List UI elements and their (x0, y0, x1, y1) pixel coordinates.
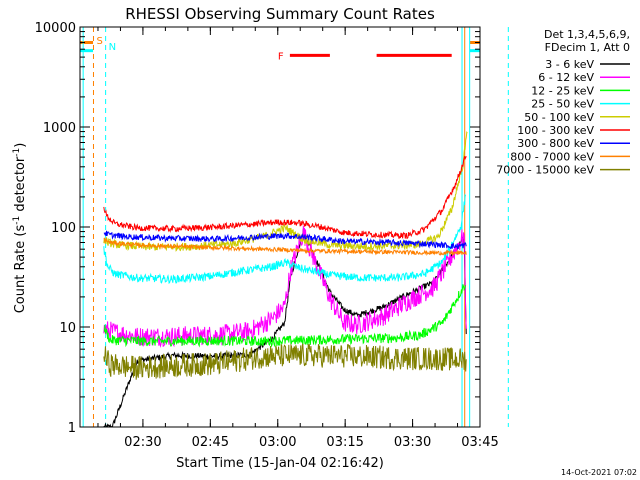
series-line-1 (103, 225, 467, 348)
series-line-2 (103, 284, 467, 348)
series-line-5 (103, 156, 467, 240)
series-line-3 (103, 193, 467, 285)
y-tick-label-3: 1000 (43, 121, 76, 136)
series-line-0 (103, 228, 467, 427)
legend-label-7: 800 - 7000 keV (510, 150, 594, 163)
legend-label-3: 25 - 50 keV (531, 98, 594, 111)
x-axis-label: Start Time (15-Jan-04 02:16:42) (176, 456, 384, 471)
y-axis-label-sup1: -1 (12, 216, 22, 225)
chart-title: RHESSI Observing Summary Count Rates (125, 5, 435, 23)
legend-label-2: 12 - 25 keV (531, 84, 594, 97)
mode-annotation-s: S (96, 36, 102, 47)
y-axis: 1 10 100 1000 10000 (35, 21, 480, 436)
y-axis-label-sup2: -1 (12, 148, 22, 157)
legend-header-1: Det 1,3,4,5,6,9, (544, 28, 630, 41)
y-axis-label-main: Count Rate (s (13, 225, 28, 314)
y-tick-label-1: 10 (59, 321, 76, 336)
footer-timestamp: 14-Oct-2021 07:02 (561, 468, 637, 477)
x-tick-label-1: 02:45 (192, 435, 229, 450)
legend-label-1: 6 - 12 keV (538, 71, 594, 84)
y-tick-label-2: 100 (51, 221, 76, 236)
y-tick-label-0: 1 (68, 421, 76, 436)
x-tick-label-0: 02:30 (124, 435, 161, 450)
series-line-8 (103, 343, 467, 380)
series-line-7 (103, 236, 467, 257)
x-tick-label-3: 03:15 (326, 435, 363, 450)
series-line-6 (103, 230, 467, 250)
plot-area: F SN (80, 27, 509, 427)
x-tick-label-4: 03:30 (394, 435, 431, 450)
legend-label-0: 3 - 6 keV (545, 58, 594, 71)
mode-annotation-n: N (109, 42, 116, 53)
legend-label-4: 50 - 100 keV (524, 111, 594, 124)
x-tick-label-2: 03:00 (259, 435, 296, 450)
y-axis-label: Count Rate (s-1 detector-1) (12, 143, 28, 314)
legend-label-5: 100 - 300 keV (517, 124, 594, 137)
y-axis-label-end: ) (13, 143, 28, 148)
legend-label-6: 300 - 800 keV (517, 137, 594, 150)
y-axis-label-mid: detector (13, 156, 28, 216)
legend-label-8: 7000 - 15000 keV (496, 164, 594, 177)
x-axis: 02:30 02:45 03:00 03:15 03:30 03:45 (97, 27, 499, 450)
y-tick-label-4: 10000 (35, 21, 76, 36)
legend-header-2: FDecim 1, Att 0 (545, 41, 630, 54)
x-tick-label-5: 03:45 (461, 435, 498, 450)
flare-label: F (278, 51, 284, 62)
